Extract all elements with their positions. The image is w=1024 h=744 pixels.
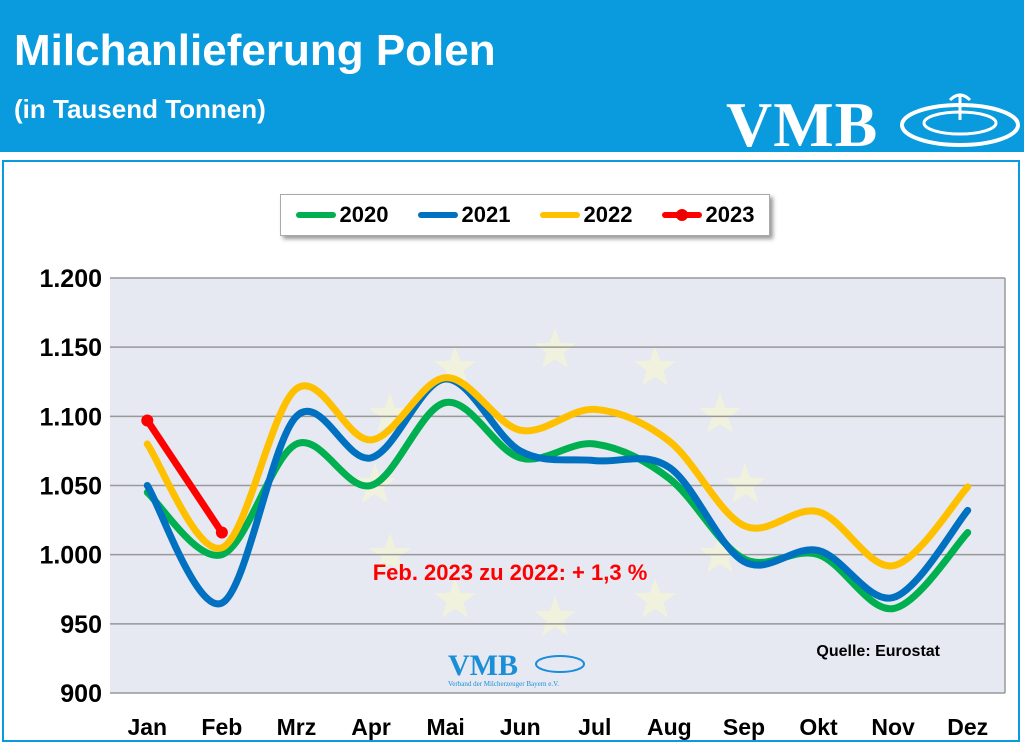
vmb-logo: VMB [726, 89, 879, 160]
legend-item-2020: 2020 [295, 202, 389, 228]
legend-label: 2020 [339, 202, 389, 227]
eu-star-icon [634, 346, 676, 386]
eu-star-icon [369, 393, 411, 433]
legend-label: 2022 [583, 202, 633, 227]
x-tick-label: Okt [799, 714, 838, 740]
y-tick-label: 1.100 [39, 403, 102, 431]
series-line-2022 [143, 374, 972, 570]
data-point-2023 [215, 526, 228, 539]
y-tick-label: 1.050 [39, 473, 102, 501]
x-tick-label: Mai [426, 714, 464, 740]
eu-star-icon [724, 463, 766, 503]
chart-frame [2, 160, 1020, 742]
eu-star-icon [434, 578, 476, 618]
eu-star-icon [434, 346, 476, 386]
legend-swatch [661, 209, 702, 221]
x-tick-label: Jan [127, 714, 167, 740]
series-line-2023 [143, 416, 226, 537]
eu-star-icon [534, 596, 576, 636]
legend: 2020 2021 2022 2023 [280, 194, 770, 236]
watermark-logo: VMB [448, 649, 518, 682]
x-tick-label: Apr [351, 714, 391, 740]
chart-title: Milchanlieferung Polen [14, 26, 496, 75]
eu-star-icon [699, 533, 741, 573]
eu-star-icon [369, 533, 411, 573]
watermark-caption: Verband der Milcherzeuger Bayern e.V. [448, 680, 559, 688]
x-tick-label: Dez [947, 714, 988, 740]
eu-star-icon [699, 393, 741, 433]
legend-swatch [417, 212, 458, 218]
y-tick-label: 1.150 [39, 334, 102, 362]
watermark-drop-icon [535, 655, 585, 673]
x-tick-label: Jun [500, 714, 541, 740]
legend-item-2021: 2021 [417, 202, 511, 228]
data-point-2023 [141, 414, 154, 427]
y-tick-label: 950 [60, 611, 102, 639]
legend-label: 2021 [461, 202, 511, 227]
y-tick-label: 1.000 [39, 542, 102, 570]
annotation-change: Feb. 2023 zu 2022: + 1,3 % [373, 560, 648, 585]
eu-star-icon [634, 578, 676, 618]
legend-item-2023: 2023 [661, 202, 755, 228]
x-tick-label: Sep [723, 714, 765, 740]
chart-subtitle: (in Tausend Tonnen) [14, 94, 266, 124]
x-tick-label: Feb [201, 714, 242, 740]
series-line-2021 [143, 375, 972, 608]
y-tick-label: 900 [60, 680, 102, 708]
x-tick-label: Jul [578, 714, 611, 740]
legend-label: 2023 [705, 202, 755, 227]
x-tick-label: Nov [871, 714, 915, 740]
x-tick-label: Aug [647, 714, 692, 740]
source-label: Quelle: Eurostat [816, 643, 940, 660]
y-tick-label: 1.200 [39, 265, 102, 293]
legend-swatch [295, 212, 336, 218]
legend-swatch [539, 212, 580, 218]
x-tick-label: Mrz [277, 714, 317, 740]
legend-item-2022: 2022 [539, 202, 633, 228]
